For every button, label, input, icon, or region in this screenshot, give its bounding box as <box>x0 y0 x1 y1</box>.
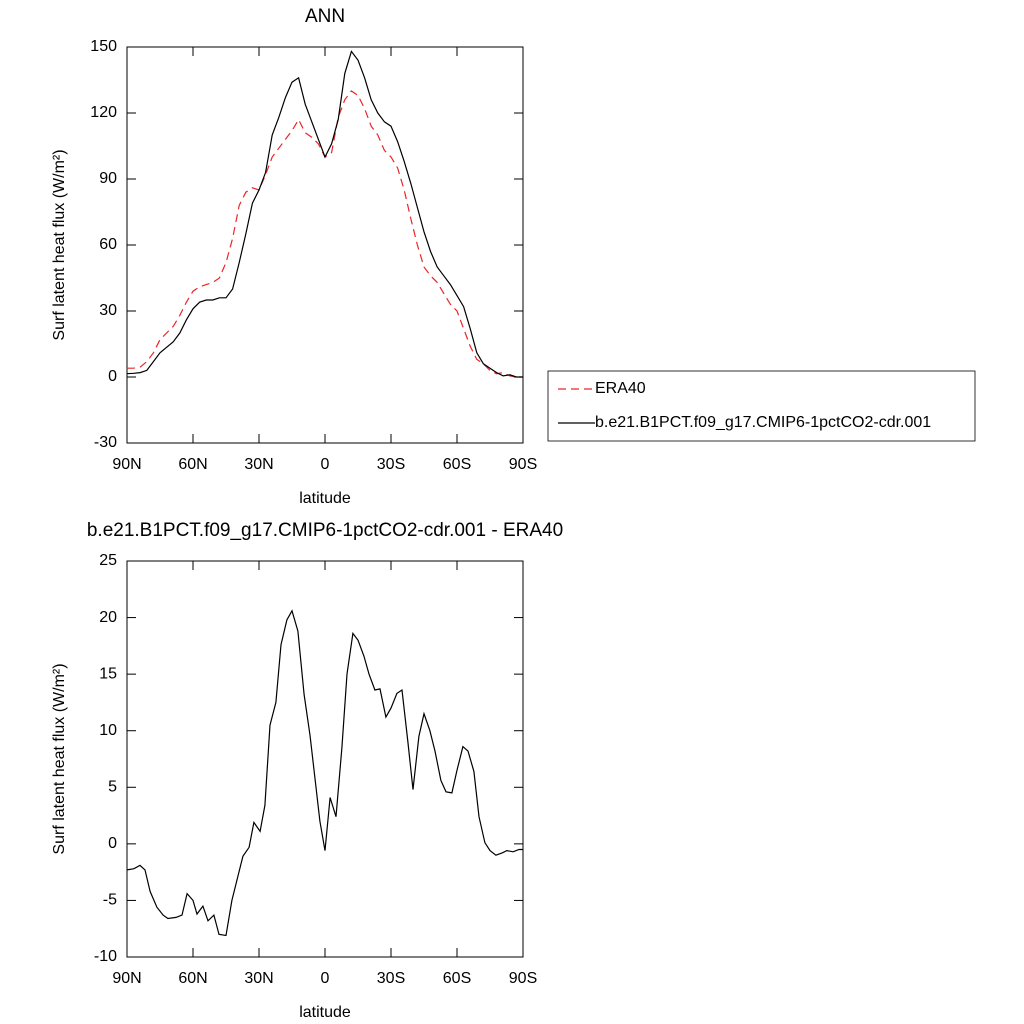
y-tick-label: 20 <box>99 609 117 626</box>
y-tick-label: 150 <box>90 38 117 55</box>
y-tick-label: 0 <box>108 835 117 852</box>
y-tick-label: 5 <box>108 779 117 796</box>
x-tick-label: 90N <box>112 456 141 473</box>
plot-frame <box>126 560 524 958</box>
legend-label: b.e21.B1PCT.f09_g17.CMIP6-1pctCO2-cdr.00… <box>595 414 931 431</box>
y-tick-label: 30 <box>99 302 117 319</box>
x-tick-label: 60S <box>443 970 471 987</box>
legend-box <box>547 370 976 442</box>
y-tick-label: 60 <box>99 236 117 253</box>
x-tick-label: 30S <box>377 970 405 987</box>
x-tick-label: 90S <box>509 970 537 987</box>
x-axis-label: latitude <box>299 490 351 507</box>
x-tick-label: 30N <box>244 970 273 987</box>
y-tick-label: 25 <box>99 552 117 569</box>
data-line <box>127 90 523 378</box>
y-tick-label: 10 <box>99 722 117 739</box>
y-tick-label: -30 <box>94 434 117 451</box>
y-tick-label: -10 <box>94 948 117 965</box>
x-tick-label: 0 <box>321 970 330 987</box>
y-tick-label: 120 <box>90 104 117 121</box>
y-tick-label: 15 <box>99 665 117 682</box>
x-tick-label: 60N <box>178 456 207 473</box>
chart-title: b.e21.B1PCT.f09_g17.CMIP6-1pctCO2-cdr.00… <box>87 520 563 541</box>
y-tick-label: 90 <box>99 170 117 187</box>
legend-label: ERA40 <box>595 380 646 397</box>
x-tick-label: 90N <box>112 970 141 987</box>
y-tick-label: 0 <box>108 368 117 385</box>
x-axis-label: latitude <box>299 1004 351 1021</box>
x-tick-label: 0 <box>321 456 330 473</box>
x-tick-label: 30N <box>244 456 273 473</box>
y-tick-label: -5 <box>103 892 117 909</box>
x-tick-label: 30S <box>377 456 405 473</box>
x-tick-label: 60N <box>178 970 207 987</box>
x-tick-label: 60S <box>443 456 471 473</box>
data-line <box>126 609 523 937</box>
chart-title: ANN <box>305 6 345 27</box>
y-axis-label: Surf latent heat flux (W/m²) <box>51 149 68 340</box>
plot-frame <box>126 46 524 444</box>
y-axis-label: Surf latent heat flux (W/m²) <box>51 663 68 854</box>
data-line <box>126 50 523 378</box>
x-tick-label: 90S <box>509 456 537 473</box>
